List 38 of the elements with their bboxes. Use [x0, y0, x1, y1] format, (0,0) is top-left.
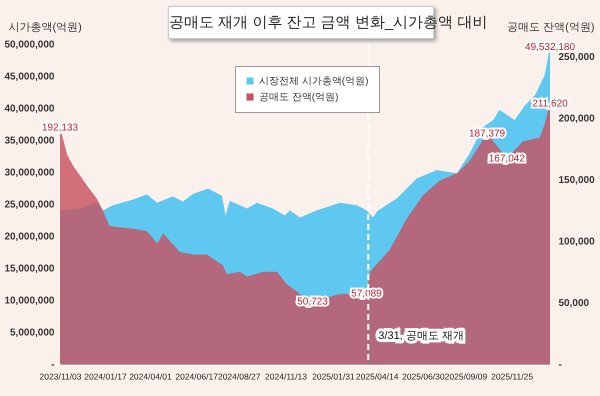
x-tick-label: 2025/09/09 — [444, 372, 488, 382]
x-tick-label: 2024/11/13 — [265, 372, 308, 382]
y2-tick-label: 100,000 — [558, 236, 596, 248]
x-tick-label: 2025/04/14 — [356, 372, 399, 382]
x-tick-label: 2024/04/01 — [129, 372, 172, 382]
y-tick-label: 10,000,000 — [4, 296, 55, 306]
y-tick-label: 50,000,000 — [4, 40, 55, 50]
x-tick-label: 2023/11/03 — [40, 372, 82, 382]
y-tick-label: 5,000,000 — [10, 328, 55, 338]
x-tick-label: 2024/06/17 — [175, 372, 218, 382]
y2-tick-label: 250,000 — [558, 52, 596, 63]
y-tick-label: 15,000,000 — [4, 264, 55, 274]
y-tick-label: 20,000,000 — [4, 232, 55, 242]
y2-axis-title: 공매도 잔액(억원) — [507, 22, 594, 34]
y2-tick-label: - — [558, 360, 562, 370]
y2-tick-label: 150,000 — [558, 174, 596, 186]
data-label: 49,532,180 — [524, 42, 576, 53]
y2-tick-label: 200,000 — [558, 113, 596, 124]
y-tick-label: 40,000,000 — [4, 104, 55, 114]
x-tick-label: 2024/08/27 — [218, 372, 261, 382]
data-label: 167,042 — [488, 153, 526, 164]
x-tick-label: 2025/06/30 — [402, 372, 445, 382]
y-tick-label: 30,000,000 — [4, 168, 55, 178]
legend-label: 공매도 잔액(억원) — [259, 92, 338, 103]
data-label: 50,723 — [297, 296, 328, 308]
x-tick-label: 2024/01/17 — [84, 372, 128, 382]
y-axis-title: 시가총액(억원) — [8, 22, 82, 34]
legend-label: 시장전체 시가총액(억원) — [259, 76, 368, 87]
y-tick-label: 45,000,000 — [4, 72, 55, 82]
y2-tick-label: 50,000 — [558, 298, 590, 309]
y-tick-label: - — [51, 360, 54, 370]
data-label: 192,133 — [42, 122, 79, 134]
chart-title: 공매도 재개 이후 잔고 금액 변화_시가총액 대비 — [168, 13, 488, 33]
y-tick-label: 35,000,000 — [4, 136, 55, 146]
y-tick-label: 25,000,000 — [4, 200, 55, 210]
x-tick-label: 2025/11/25 — [491, 372, 534, 382]
x-tick-label: 2025/01/31 — [312, 372, 355, 382]
ref-line-label: 3/31, 공매도 재개 — [378, 330, 464, 342]
